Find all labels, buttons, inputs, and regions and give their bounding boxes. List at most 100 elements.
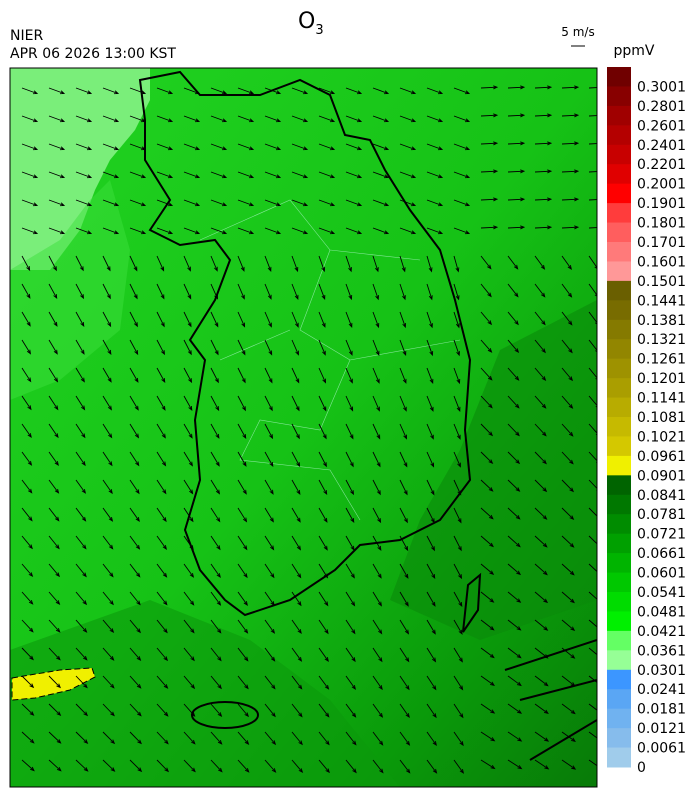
wind-arrow [237, 731, 250, 745]
wind-arrow [480, 423, 494, 437]
wind-arrow [156, 339, 165, 356]
wind-arrow [48, 507, 60, 522]
wind-arrow [264, 255, 272, 272]
low-zone [10, 68, 150, 270]
wind-arrow [237, 143, 255, 151]
wind-arrow [102, 731, 116, 745]
wind-arrow [75, 563, 87, 578]
wind-arrow [345, 507, 355, 524]
wind-arrow [399, 759, 411, 774]
wind-arrow [75, 367, 85, 383]
wind-arrow [372, 647, 383, 663]
wind-arrow [453, 647, 463, 663]
wind-arrow [561, 395, 574, 409]
wind-arrow [426, 311, 433, 329]
wind-arrow [318, 731, 330, 746]
wind-arrow [210, 535, 221, 551]
wind-arrow [561, 283, 573, 298]
colorbar-segment [607, 650, 631, 671]
wind-arrow [21, 255, 31, 272]
wind-arrow [291, 171, 309, 179]
wind-arrow [561, 113, 580, 118]
wind-arrow [399, 675, 410, 691]
wind-arrow [210, 451, 220, 467]
colorbar-segment [607, 553, 631, 574]
wind-arrow [264, 87, 282, 95]
wind-arrow [264, 143, 282, 151]
wind-arrow [372, 731, 384, 746]
wind-arrow [318, 115, 336, 123]
datetime: APR 06 2026 13:00 KST [10, 46, 176, 62]
wind-arrow [102, 591, 114, 606]
wind-arrow [102, 647, 115, 661]
wind-arrow [534, 619, 549, 631]
wind-arrow [318, 451, 327, 468]
wind-arrow [453, 283, 460, 301]
wind-arrow [264, 339, 273, 356]
wind-arrow [453, 563, 463, 580]
wind-arrow [345, 255, 352, 273]
wind-arrow [291, 199, 309, 207]
colorbar-label: 0.0301 [637, 663, 686, 679]
wind-arrow [372, 311, 380, 329]
wind-arrow [183, 507, 194, 523]
colorbar-segment [607, 280, 631, 301]
colorbar-segment [607, 436, 631, 457]
wind-arrow [453, 255, 460, 273]
wind-arrow [102, 423, 113, 439]
wind-arrow [345, 619, 356, 635]
wind-arrow [210, 479, 221, 495]
wind-arrow [183, 339, 192, 356]
wind-arrow [453, 87, 471, 95]
wind-arrow [588, 703, 597, 711]
wind-arrow [183, 479, 194, 495]
wind-arrow [561, 85, 580, 90]
wind-arrow [75, 227, 93, 235]
wind-arrow [453, 171, 471, 179]
colorbar-segment [607, 397, 631, 418]
wind-arrow [156, 227, 174, 235]
wind-arrow [21, 143, 39, 151]
colorbar-label: 0.1901 [637, 196, 686, 212]
wind-arrow [21, 227, 39, 235]
wind-arrow [561, 451, 574, 465]
wind-arrow [183, 311, 192, 328]
wind-arrow [183, 199, 201, 207]
wind-arrow [291, 367, 300, 384]
wind-arrow [156, 703, 169, 717]
wind-arrow [507, 85, 526, 90]
wind-arrow [399, 535, 409, 552]
wind-arrow [345, 647, 356, 663]
wind-arrow [48, 283, 58, 300]
wind-arrow [318, 703, 330, 718]
wind-arrow [399, 479, 408, 496]
wind-arrow [21, 423, 32, 439]
wind-arrow [534, 423, 547, 437]
wind-arrow [480, 339, 493, 353]
wind-arrow [507, 647, 522, 659]
wind-arrow [561, 759, 577, 770]
wind-arrow [210, 227, 228, 235]
wind-arrow [291, 535, 301, 551]
wind-arrow [129, 535, 141, 550]
wind-arrow [453, 731, 464, 747]
wind-arrow [291, 339, 299, 356]
wind-arrow [426, 87, 444, 95]
wind-arrow [264, 731, 277, 746]
wind-arrow [237, 535, 248, 551]
wind-arrow [426, 255, 433, 273]
wind-arrow [399, 507, 408, 524]
wind-arrow [507, 225, 526, 230]
wind-arrow [345, 143, 363, 151]
wind-arrow [426, 367, 434, 385]
colorbar-segment [607, 494, 631, 515]
colorbar-segment [607, 475, 631, 496]
wind-arrow [318, 647, 329, 662]
wind-arrow [453, 311, 460, 329]
wind-arrow [534, 113, 553, 118]
wind-arrow [507, 113, 526, 118]
wind-arrow [210, 199, 228, 207]
wind-arrow [372, 507, 382, 524]
wind-arrow [21, 507, 33, 522]
wind-arrow [129, 451, 140, 467]
